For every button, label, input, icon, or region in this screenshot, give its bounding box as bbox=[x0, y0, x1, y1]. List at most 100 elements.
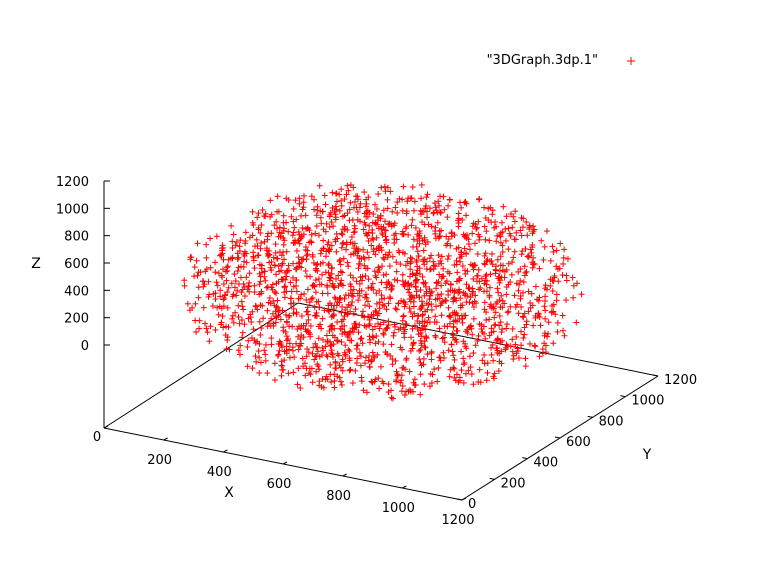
data-point bbox=[257, 230, 264, 237]
y-tick-mark bbox=[489, 477, 495, 480]
data-point bbox=[409, 183, 416, 190]
x-tick-mark bbox=[282, 461, 288, 465]
data-point bbox=[490, 305, 497, 312]
data-point bbox=[540, 256, 547, 263]
x-tick-label: 1000 bbox=[382, 501, 415, 516]
data-point bbox=[249, 208, 256, 215]
data-point bbox=[235, 347, 242, 354]
data-point bbox=[455, 244, 462, 251]
data-point bbox=[517, 328, 524, 335]
data-point bbox=[422, 326, 429, 333]
data-point bbox=[375, 375, 382, 382]
data-point bbox=[542, 307, 549, 314]
data-point bbox=[342, 306, 349, 313]
data-point bbox=[487, 284, 494, 291]
data-point bbox=[304, 308, 311, 315]
data-point bbox=[418, 333, 425, 340]
data-point bbox=[529, 302, 536, 309]
data-point bbox=[365, 254, 372, 261]
data-point bbox=[411, 322, 418, 329]
data-point bbox=[414, 325, 421, 332]
data-point bbox=[422, 205, 429, 212]
data-point bbox=[345, 301, 352, 308]
data-point bbox=[488, 329, 495, 336]
data-point bbox=[288, 288, 295, 295]
data-point bbox=[519, 248, 526, 255]
data-point bbox=[220, 281, 227, 288]
data-point bbox=[520, 289, 527, 296]
data-point bbox=[370, 236, 377, 243]
data-point bbox=[437, 210, 444, 217]
data-point bbox=[502, 346, 509, 353]
y-tick-label: 1200 bbox=[664, 373, 697, 388]
data-point bbox=[359, 340, 366, 347]
data-point bbox=[346, 357, 353, 364]
data-point bbox=[421, 256, 428, 263]
data-point bbox=[393, 259, 400, 266]
data-point bbox=[323, 332, 330, 339]
data-point bbox=[342, 342, 349, 349]
data-point bbox=[256, 354, 263, 361]
data-point bbox=[344, 182, 351, 189]
data-point bbox=[354, 342, 361, 349]
data-point bbox=[407, 266, 414, 273]
data-point bbox=[369, 230, 376, 237]
data-point bbox=[556, 265, 563, 272]
data-point bbox=[371, 323, 378, 330]
data-point bbox=[356, 292, 363, 299]
data-point bbox=[411, 376, 418, 383]
data-point bbox=[420, 247, 427, 254]
data-point bbox=[325, 262, 332, 269]
data-point bbox=[255, 348, 262, 355]
data-point bbox=[443, 233, 450, 240]
data-point bbox=[531, 342, 538, 349]
data-point bbox=[385, 300, 392, 307]
data-point bbox=[327, 323, 334, 330]
data-point bbox=[523, 268, 530, 275]
data-point bbox=[337, 268, 344, 275]
data-point bbox=[338, 244, 345, 251]
data-point bbox=[418, 342, 425, 349]
data-point bbox=[517, 266, 524, 273]
data-point bbox=[486, 292, 493, 299]
data-point bbox=[293, 277, 300, 284]
data-point bbox=[326, 260, 333, 267]
data-point bbox=[552, 311, 559, 318]
data-point bbox=[409, 270, 416, 277]
data-point bbox=[379, 263, 386, 270]
data-point bbox=[525, 288, 532, 295]
data-point bbox=[244, 286, 251, 293]
data-point bbox=[328, 264, 335, 271]
data-point bbox=[260, 315, 267, 322]
data-point bbox=[414, 248, 421, 255]
data-point bbox=[285, 228, 292, 235]
data-point bbox=[384, 205, 391, 212]
data-point bbox=[242, 229, 249, 236]
data-point bbox=[495, 368, 502, 375]
data-point bbox=[314, 261, 321, 268]
data-point bbox=[325, 302, 332, 309]
data-point bbox=[417, 207, 424, 214]
data-point bbox=[336, 258, 343, 265]
data-point bbox=[541, 303, 548, 310]
data-point bbox=[299, 224, 306, 231]
z-tick-label: 600 bbox=[64, 257, 89, 272]
data-point bbox=[343, 246, 350, 253]
data-point bbox=[355, 329, 362, 336]
data-point bbox=[318, 220, 325, 227]
data-point bbox=[451, 232, 458, 239]
data-point bbox=[509, 348, 516, 355]
data-point bbox=[293, 340, 300, 347]
data-point bbox=[459, 319, 466, 326]
data-point bbox=[324, 241, 331, 248]
y-tick-mark bbox=[456, 498, 463, 501]
data-point bbox=[203, 325, 210, 332]
data-point bbox=[356, 280, 363, 287]
data-point bbox=[245, 337, 252, 344]
data-point bbox=[414, 237, 421, 244]
data-point bbox=[348, 234, 355, 241]
data-point bbox=[447, 287, 454, 294]
data-point bbox=[397, 261, 404, 268]
data-point bbox=[274, 255, 281, 262]
data-point bbox=[203, 254, 210, 261]
